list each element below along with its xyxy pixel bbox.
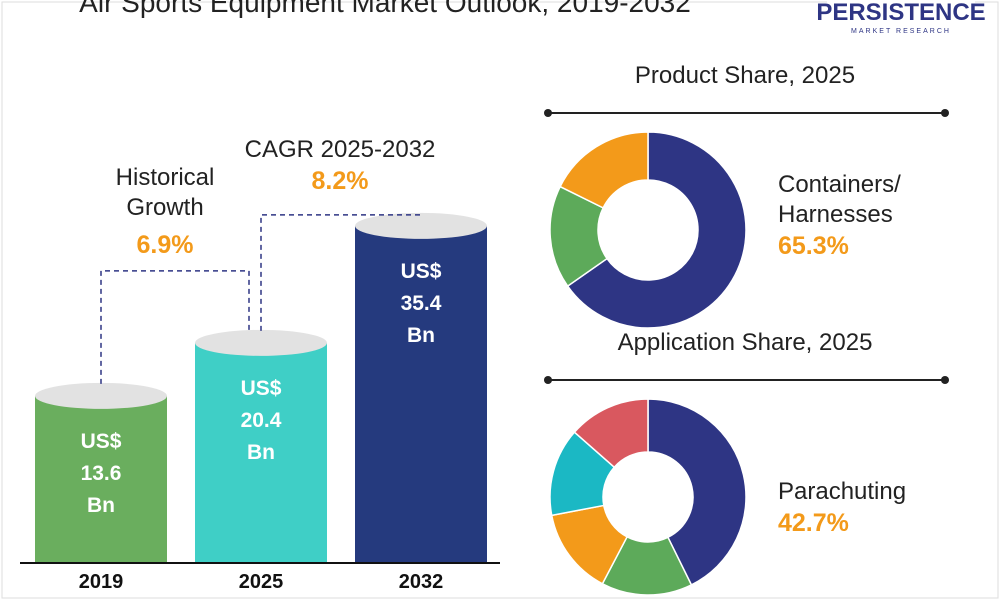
connector [260, 213, 422, 331]
slice-label: Containers/ Harnesses [778, 171, 901, 228]
bar [195, 342, 327, 562]
x-tick-label: 2025 [239, 571, 284, 593]
x-tick-label: 2032 [399, 571, 444, 593]
bar-value-label: US$ 20.4 Bn [240, 376, 282, 464]
annotation-value: 8.2% [311, 166, 369, 195]
divider-dot [941, 109, 949, 117]
connector [100, 270, 250, 384]
bar-value-label: US$ 13.6 Bn [80, 429, 122, 517]
bar [355, 225, 487, 562]
annotation-value: 6.9% [136, 230, 194, 259]
divider-dot [941, 376, 949, 384]
bar-cap [355, 212, 487, 239]
pie-slice [647, 398, 747, 586]
divider-dot [544, 109, 552, 117]
title: Air Sports Equipment Market Outlook, 201… [79, 0, 691, 18]
slice-label: Parachuting [778, 478, 907, 505]
bar-cap [195, 329, 327, 356]
x-tick-label: 2019 [79, 571, 124, 593]
pie-slice [566, 131, 747, 329]
logo: PERSISTENCE [816, 0, 985, 26]
annotation: CAGR 2025-2032 [244, 135, 436, 163]
logo-tagline: MARKET RESEARCH [851, 28, 951, 35]
divider-dot [544, 376, 552, 384]
pie-slice [559, 131, 649, 209]
bar-cap [35, 382, 167, 409]
bar [35, 395, 167, 562]
annotation: Historical Growth [115, 163, 215, 221]
pie-slice [573, 398, 649, 469]
pie-title: Product Share, 2025 [635, 62, 855, 89]
bar-value-label: US$ 35.4 Bn [400, 259, 442, 347]
logo-bg [827, 0, 975, 34]
slice-value-label: 42.7% [778, 509, 849, 537]
pie-title: Application Share, 2025 [618, 329, 873, 356]
slice-value-label: 65.3% [778, 232, 849, 260]
